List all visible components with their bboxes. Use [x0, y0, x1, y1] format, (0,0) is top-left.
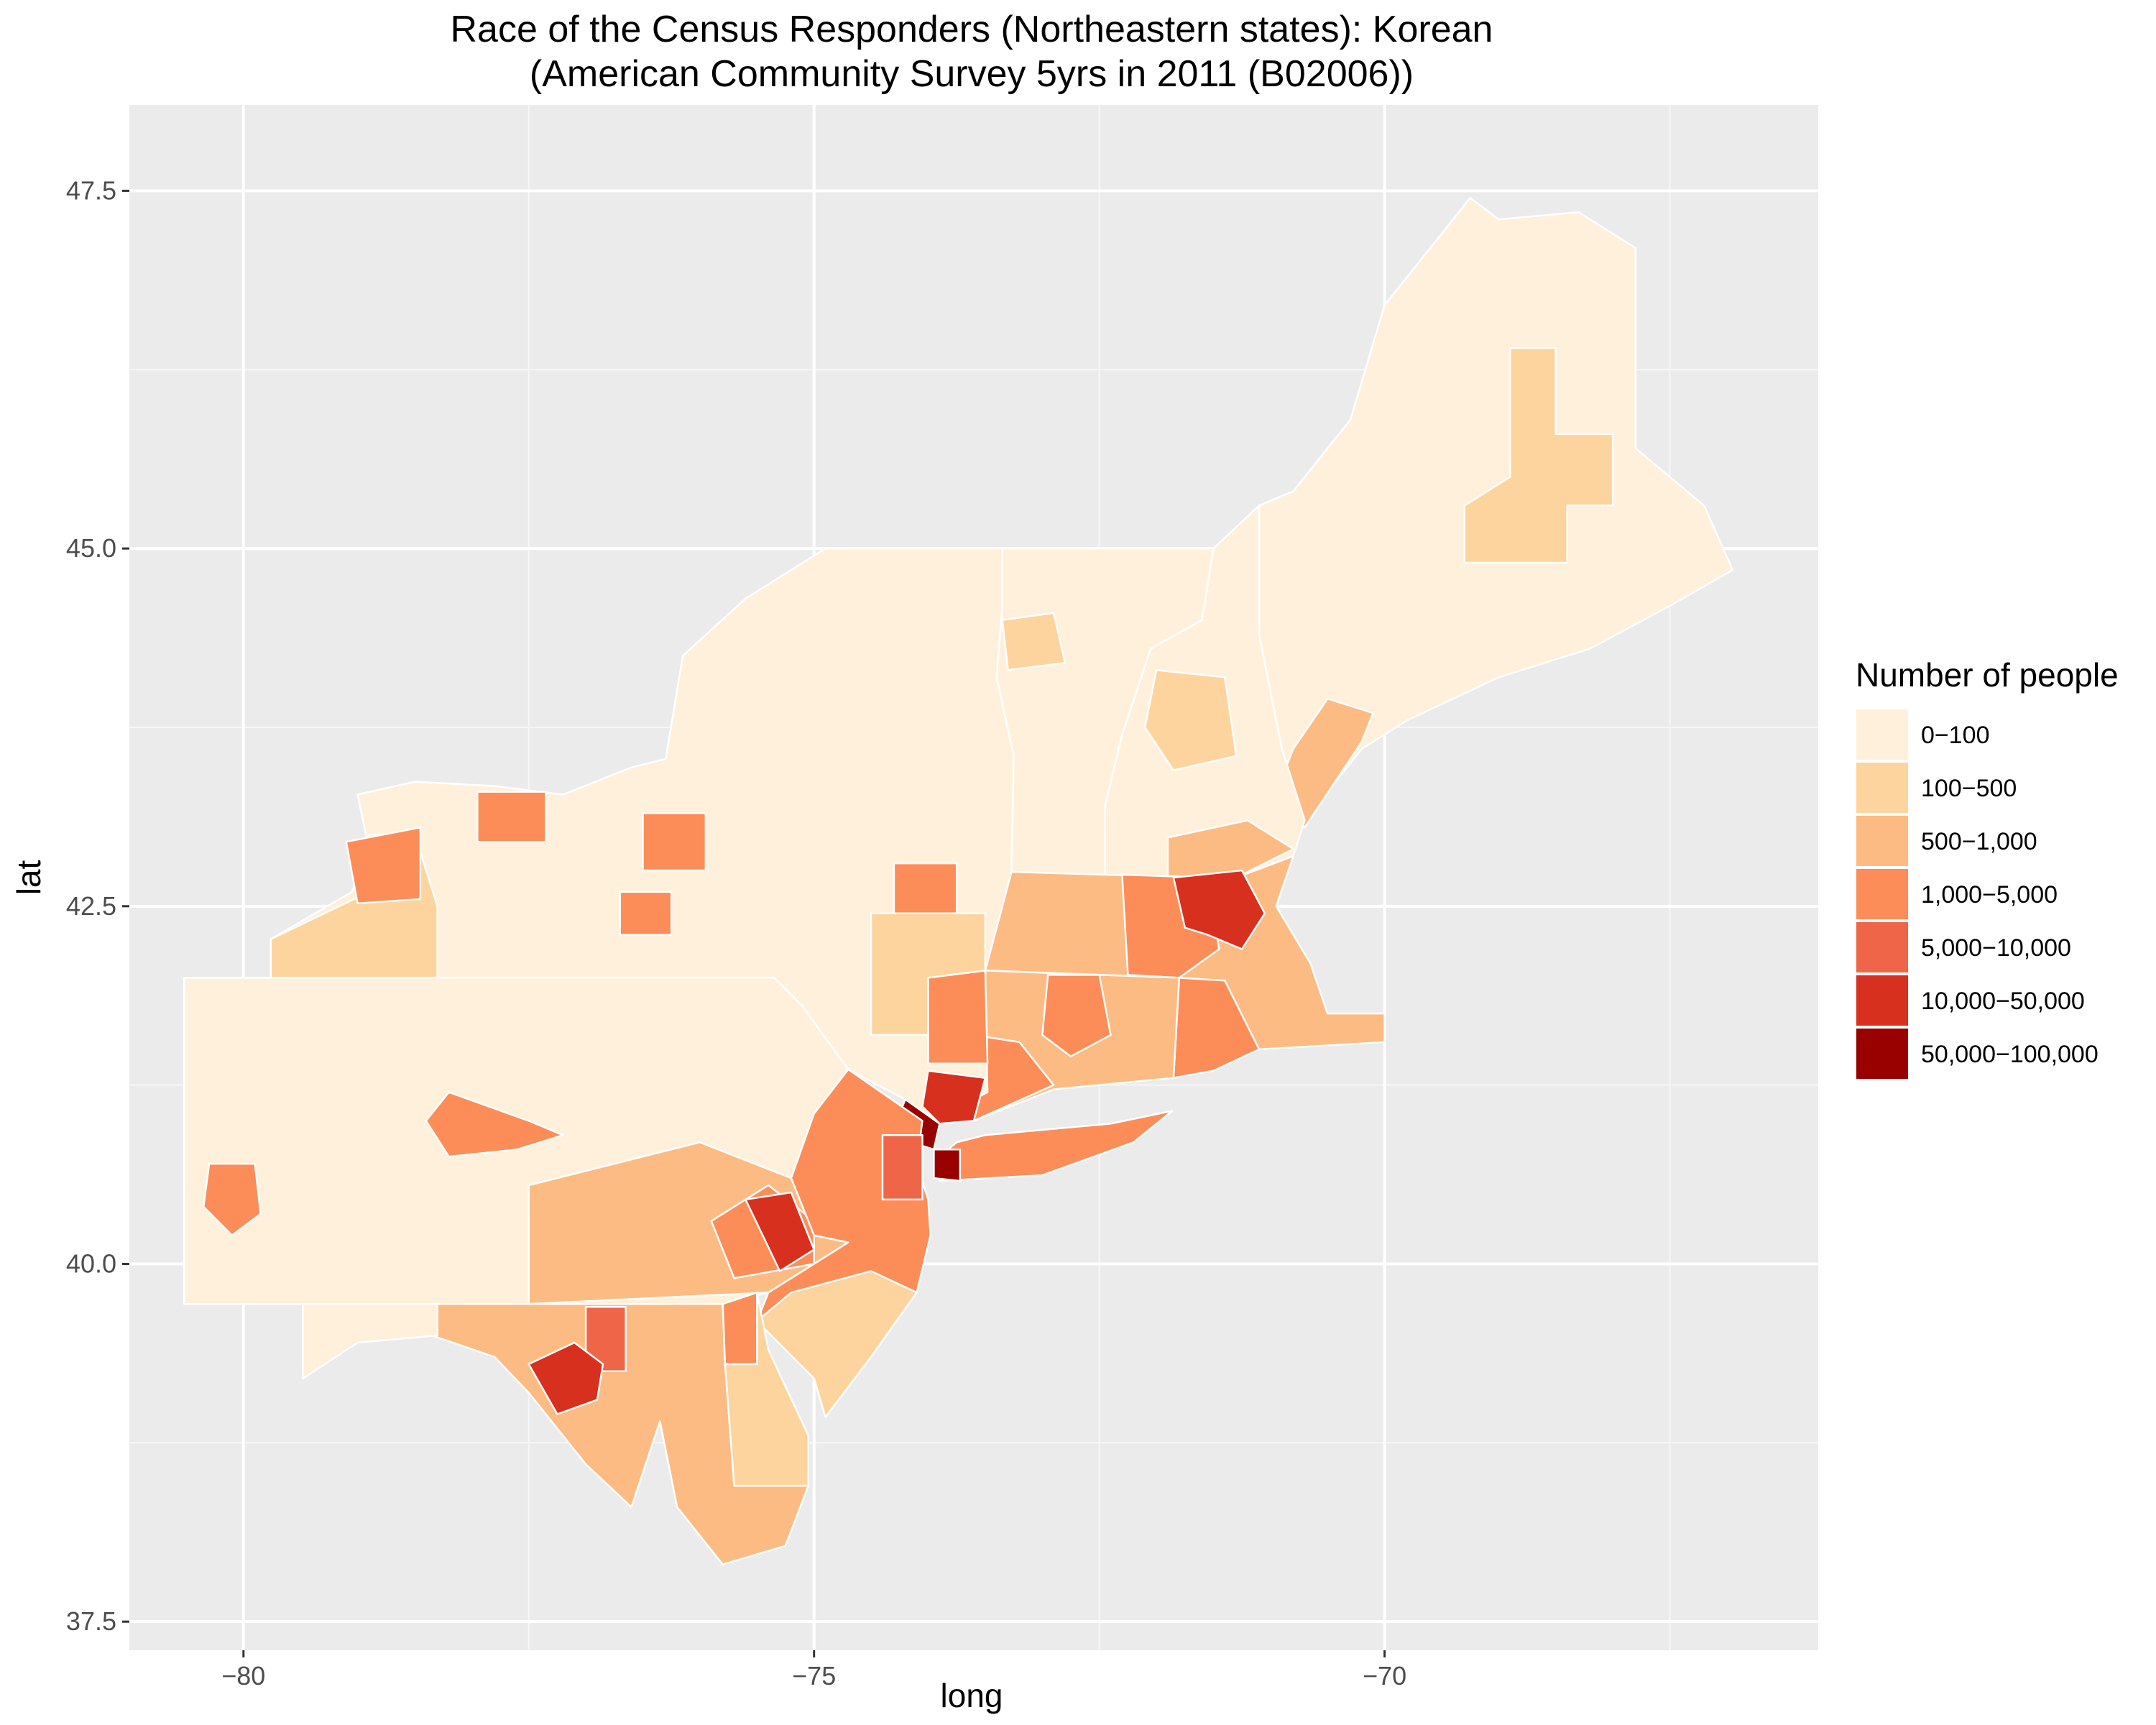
y-axis: 37.5 40.0 42.5 45.0 47.5: [66, 175, 129, 1636]
y-tick-label: 45.0: [66, 533, 116, 563]
map-region-23: Dutchess/Orange NY (1,000-5,000): [927, 970, 989, 1065]
legend-key-swatch: [1855, 708, 1909, 761]
map-region-19: Onondaga County NY (1,000-5,000): [642, 812, 707, 872]
legend-key-label: 0−100: [1921, 722, 1990, 749]
legend-title: Number of people: [1856, 656, 2119, 694]
legend-key-swatch: [1855, 921, 1909, 974]
x-tick-label: −70: [1363, 1661, 1406, 1690]
legend-key-label: 1,000−5,000: [1921, 881, 2058, 908]
map-region-40: Montgomery MD (10,000-50,000): [528, 1341, 604, 1415]
x-tick-label: −80: [221, 1661, 265, 1690]
legend-key-label: 10,000−50,000: [1921, 988, 2085, 1015]
x-tick-label: −75: [792, 1661, 836, 1690]
legend-key-label: 100−500: [1921, 775, 2017, 802]
legend-key-swatch: [1855, 974, 1909, 1027]
legend-key-swatch: [1855, 868, 1909, 921]
y-tick-label: 37.5: [66, 1606, 116, 1636]
map-region-30: Centre PA (1,000-5,000): [425, 1091, 564, 1158]
map-region-38: Western MD (0-100): [302, 1302, 438, 1380]
chart-title-line1: Race of the Census Responders (Northeast…: [451, 9, 1493, 50]
map-region-25: Long Island (1,000-5,000): [939, 1110, 1174, 1182]
legend-key-swatch: [1855, 814, 1909, 868]
map-region-10: Middlesex MA (10,000-50,000): [1172, 869, 1266, 950]
map-region-18: Monroe County NY (1,000-5,000): [476, 791, 547, 843]
x-axis-title: long: [941, 1677, 1003, 1714]
map-region-36: South Jersey (100-500): [756, 1270, 918, 1418]
map-region-1: Aroostook region (100-500): [1463, 347, 1614, 564]
map-region-35: Hudson/Essex NJ (5,000-10,000): [881, 1134, 923, 1201]
map-region-13: Hartford CT (1,000-5,000): [1041, 974, 1112, 1058]
x-axis: −80 −75 −70: [221, 1650, 1406, 1690]
legend-key-swatch: [1855, 1027, 1909, 1080]
chart-title-line2: (American Community Survey 5yrs in 2011 …: [530, 53, 1414, 95]
map-region-21: Albany County NY (1,000-5,000): [893, 862, 958, 915]
map-region-26: Queens NY (50,000-100,000): [933, 1148, 962, 1182]
legend-key-label: 5,000−10,000: [1921, 934, 2071, 962]
map-region-17: Erie County NY (1,000-5,000): [345, 827, 422, 905]
y-tick-label: 47.5: [66, 175, 116, 205]
map-region-20: Tompkins County NY (1,000-5,000): [619, 891, 673, 936]
legend-key-swatch: [1855, 761, 1909, 814]
map-regions: MaineAroostook region (100-500)York/Cumb…: [183, 197, 1734, 1565]
map-region-39: Howard MD (5,000-10,000): [584, 1305, 627, 1373]
map-region-42: New Castle DE (1,000-5,000): [722, 1292, 758, 1366]
legend-key-label: 50,000−100,000: [1921, 1041, 2099, 1068]
map-region-29: Allegheny PA (1,000-5,000): [202, 1162, 262, 1236]
y-axis-title: lat: [10, 860, 47, 895]
map-region-4: Central NH (100-500): [1143, 669, 1238, 771]
map-region-5: Southern NH (500-1,000): [1166, 819, 1294, 879]
map-region-24: Westchester NY (10,000-50,000): [921, 1070, 987, 1125]
legend-key-label: 500−1,000: [1921, 828, 2037, 855]
map-region-33: Philadelphia area (10,000-50,000): [745, 1191, 815, 1272]
map-region-7: Chittenden VT (100-500): [1001, 612, 1067, 671]
y-tick-label: 42.5: [66, 891, 116, 921]
y-tick-label: 40.0: [66, 1249, 116, 1279]
map-region-2: York/Cumberland coast (500-1,000): [1275, 697, 1374, 829]
legend: Number of people 0−100 100−500 500−1,000 1,…: [1855, 656, 2119, 1080]
